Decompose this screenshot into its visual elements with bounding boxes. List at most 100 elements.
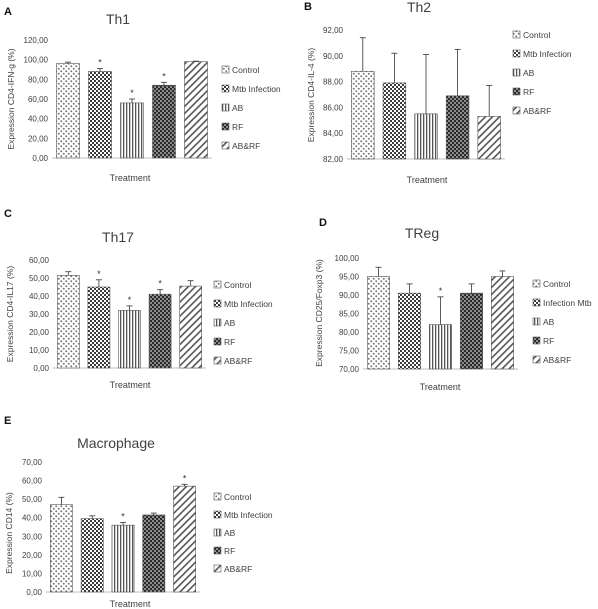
legend-label: Mtb Infection (232, 84, 281, 94)
legend-swatch (512, 49, 521, 58)
panel-th2: B Th2 82,00 84,00 86,00 88,00 90,00 92,00 Expres… (304, 0, 572, 185)
y-axis-label: Expression CD4-IL-4 (%) (306, 48, 316, 143)
legend-label: RF (224, 546, 235, 556)
bar (118, 310, 141, 369)
bar (429, 324, 452, 370)
bar (460, 292, 483, 370)
chart-title: Th2 (407, 0, 431, 15)
x-axis-label: Treatment (110, 173, 151, 183)
y-tick-label: 120,00 (24, 36, 49, 45)
y-tick-label: 40,00 (22, 514, 43, 523)
y-tick-label: 0,00 (32, 154, 48, 163)
y-tick-label: 100,00 (24, 56, 49, 65)
legend-swatch (213, 564, 222, 573)
y-axis-label: Expression CD25/Foxp3 (%) (314, 259, 324, 367)
legend-swatch (213, 299, 222, 308)
legend-swatch (221, 65, 230, 74)
legend-label: AB (523, 68, 535, 78)
y-tick-label: 20,00 (29, 328, 50, 337)
y-tick-label: 60,00 (29, 256, 50, 265)
y-tick-label: 100,00 (335, 254, 360, 263)
panel-macrophage: E Macrophage 0,00 10,00 20,00 30,00 40,00 50,00… (4, 415, 273, 609)
chart-title: Th17 (102, 229, 134, 245)
legend-label: Mtb Infection (224, 510, 273, 520)
legend-label: Control (232, 65, 260, 75)
panel-label: E (4, 415, 11, 427)
significance-marker: * (98, 58, 102, 68)
significance-marker: * (128, 295, 132, 305)
legend-swatch (512, 30, 521, 39)
y-tick-label: 30,00 (22, 532, 43, 541)
bar (173, 485, 196, 593)
bar (87, 286, 111, 369)
legend-label: AB&RF (232, 141, 260, 151)
legend-label: Infection Mtb (543, 298, 592, 308)
legend-label: AB&RF (543, 355, 571, 365)
panel-label: D (319, 217, 327, 229)
legend-swatch (532, 279, 541, 288)
legend-swatch (512, 68, 521, 77)
significance-marker: * (439, 286, 443, 296)
y-axis-label: Expression CD4-IFN-g (%) (6, 48, 16, 149)
panel-th17: C Th17 0,00 10,00 20,00 30,00 40,00 50,00 60,00 E… (4, 208, 273, 390)
bar (142, 514, 166, 593)
panel-th1: A Th1 0,00 20,00 40,00 60,00 80,00 100,00 120,00… (4, 6, 281, 183)
y-tick-label: 85,00 (339, 310, 360, 319)
bar (398, 292, 421, 370)
y-tick-label: 10,00 (22, 569, 43, 578)
y-tick-label: 0,00 (33, 364, 49, 373)
legend-label: Control (543, 279, 571, 289)
y-tick-label: 86,00 (323, 103, 344, 112)
y-axis-label: Expression CD14 (%) (4, 492, 14, 574)
legend-swatch (221, 122, 230, 131)
legend-label: Mtb Infection (224, 299, 273, 309)
panel-label: A (4, 6, 12, 18)
chart-title: Macrophage (77, 435, 155, 451)
y-tick-label: 10,00 (29, 346, 50, 355)
legend-label: RF (523, 87, 534, 97)
y-tick-label: 90,00 (339, 291, 360, 300)
y-tick-label: 75,00 (339, 347, 360, 356)
legend-label: AB (543, 317, 555, 327)
legend-label: AB&RF (224, 356, 252, 366)
y-tick-label: 60,00 (22, 477, 43, 486)
legend-swatch (221, 84, 230, 93)
legend-swatch (213, 356, 222, 365)
bar (351, 70, 375, 160)
significance-marker: * (183, 473, 187, 483)
bar (367, 276, 390, 370)
legend-swatch (221, 141, 230, 150)
bar (382, 82, 407, 160)
significance-marker: * (97, 269, 101, 279)
y-tick-label: 84,00 (323, 129, 344, 138)
y-tick-label: 80,00 (28, 75, 49, 84)
significance-marker: * (121, 511, 125, 521)
y-tick-label: 82,00 (323, 155, 344, 164)
legend-label: AB&RF (224, 564, 252, 574)
legend-label: RF (232, 122, 243, 132)
y-tick-label: 70,00 (339, 365, 360, 374)
bar (50, 504, 73, 593)
legend-swatch (512, 87, 521, 96)
legend-swatch (213, 510, 222, 519)
legend-label: AB (224, 318, 236, 328)
bar (80, 518, 104, 593)
y-tick-label: 30,00 (29, 310, 50, 319)
x-axis-label: Treatment (407, 175, 448, 185)
legend-swatch (512, 106, 521, 115)
legend-label: AB (232, 103, 244, 113)
legend-label: Control (224, 492, 252, 502)
legend-swatch (213, 546, 222, 555)
significance-marker: * (162, 71, 166, 81)
y-tick-label: 40,00 (29, 292, 50, 301)
y-tick-label: 20,00 (28, 134, 49, 143)
legend-label: AB (224, 528, 236, 538)
y-tick-label: 20,00 (22, 551, 43, 560)
bar (184, 61, 208, 159)
y-tick-label: 40,00 (28, 115, 49, 124)
legend-label: Mtb Infection (523, 49, 572, 59)
bar (477, 116, 501, 160)
y-axis-label: Expression CD4-IL17 (%) (5, 266, 15, 363)
y-tick-label: 88,00 (323, 78, 344, 87)
